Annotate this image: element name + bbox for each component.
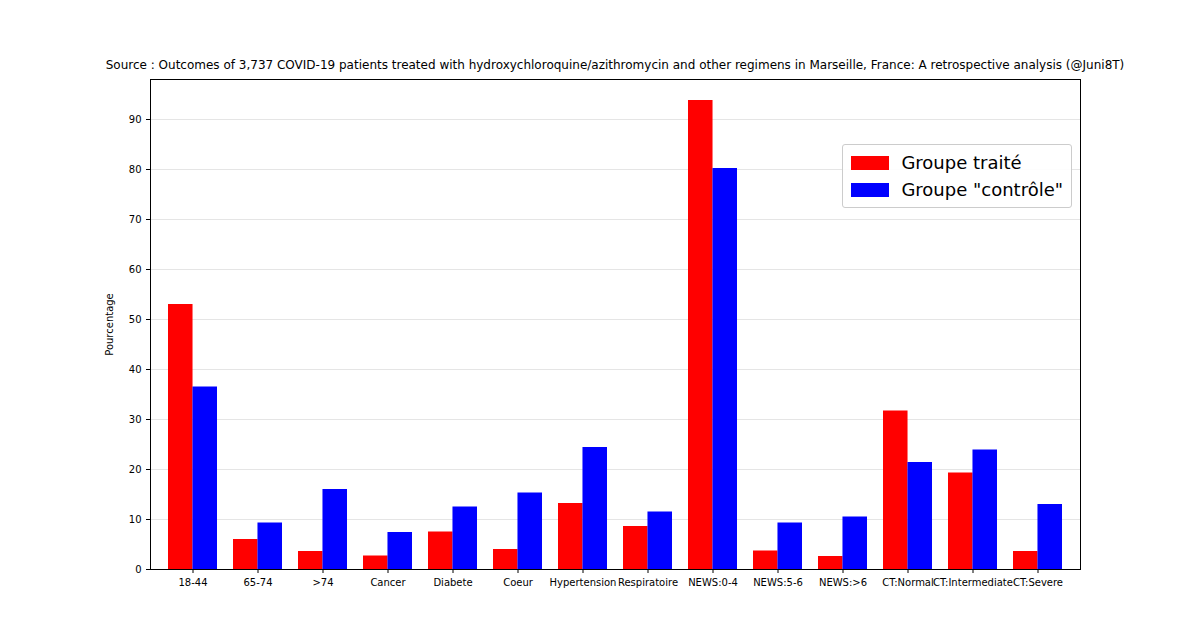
- svg-text:90: 90: [129, 114, 142, 125]
- svg-text:60: 60: [129, 264, 142, 275]
- svg-text:10: 10: [129, 514, 142, 525]
- svg-text:Respiratoire: Respiratoire: [618, 577, 678, 588]
- svg-text:20: 20: [129, 464, 142, 475]
- svg-text:NEWS:5-6: NEWS:5-6: [753, 577, 803, 588]
- svg-text:50: 50: [129, 314, 142, 325]
- html-text:Groupe traité: Groupe traité: [901, 152, 1022, 173]
- svg-text:>74: >74: [312, 577, 333, 588]
- svg-text:30: 30: [129, 414, 142, 425]
- svg-text:18-44: 18-44: [178, 577, 207, 588]
- svg-text:40: 40: [129, 364, 142, 375]
- svg-text:CT:Normal: CT:Normal: [882, 577, 934, 588]
- svg-text:0: 0: [135, 564, 141, 575]
- html-text:Source : Outcomes of 3,737 COV: Source : Outcomes of 3,737 COVID-19 pati…: [105, 58, 1125, 72]
- svg-text:CT:Severe: CT:Severe: [1013, 577, 1063, 588]
- svg-text:70: 70: [129, 214, 142, 225]
- svg-text:CT:Intermediate: CT:Intermediate: [933, 577, 1013, 588]
- svg-text:Hypertension: Hypertension: [550, 577, 617, 588]
- svg-text:Coeur: Coeur: [503, 577, 534, 588]
- svg-text:65-74: 65-74: [243, 577, 272, 588]
- svg-text:Diabete: Diabete: [433, 577, 472, 588]
- svg-text:Pourcentage: Pourcentage: [104, 293, 115, 356]
- svg-text:NEWS:>6: NEWS:>6: [819, 577, 867, 588]
- svg-text:Cancer: Cancer: [370, 577, 406, 588]
- html-text:Groupe "contrôle": Groupe "contrôle": [901, 179, 1063, 200]
- svg-text:NEWS:0-4: NEWS:0-4: [688, 577, 738, 588]
- svg-text:80: 80: [129, 164, 142, 175]
